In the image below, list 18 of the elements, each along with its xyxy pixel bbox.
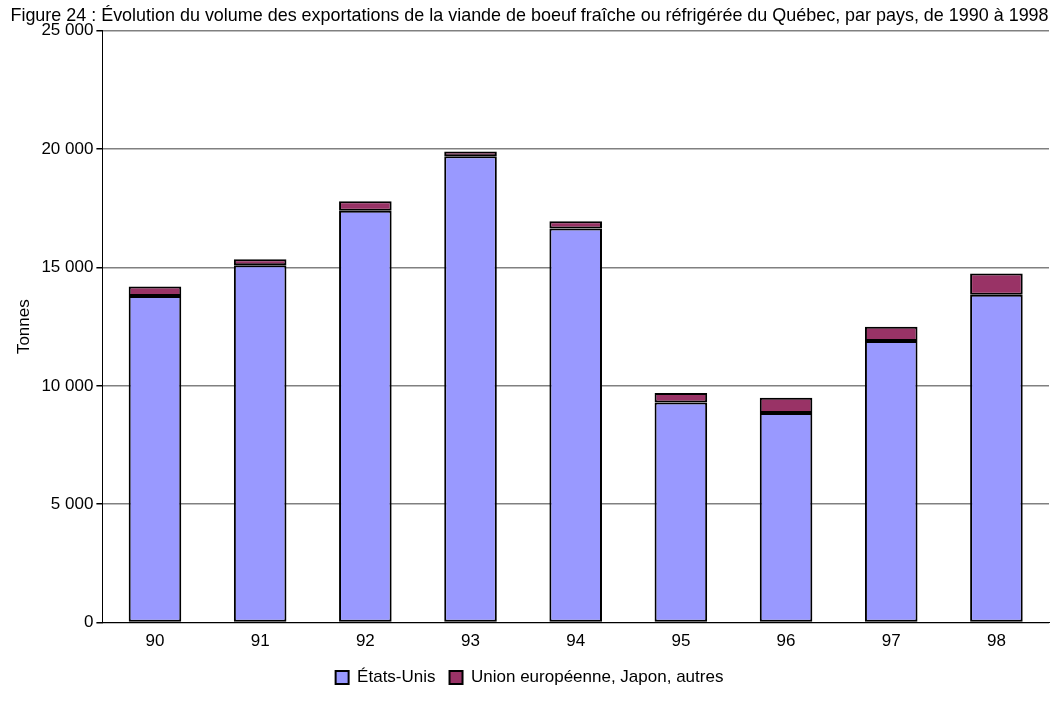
x-tick-label: 96: [776, 631, 796, 651]
x-tick-label: 95: [671, 631, 691, 651]
x-tick-label: 90: [145, 631, 165, 651]
legend-label: États-Unis: [357, 667, 436, 687]
y-tick-label: 15 000: [41, 257, 94, 277]
x-tick-label: 91: [250, 631, 270, 651]
x-tick-label: 98: [986, 631, 1006, 651]
x-tick-label: 94: [566, 631, 586, 651]
y-tick-label: 20 000: [41, 138, 94, 158]
x-tick-label: 93: [461, 631, 480, 651]
y-tick-label: 10 000: [41, 375, 94, 395]
y-tick-label: 25 000: [41, 20, 94, 40]
y-tick-label: 5 000: [50, 493, 94, 513]
x-tick-label: 92: [355, 631, 375, 651]
x-tick-label: 97: [881, 631, 901, 651]
y-tick-label: 0: [83, 612, 94, 632]
legend-label: Union européenne, Japon, autres: [471, 667, 724, 687]
y-axis-title: Tonnes: [13, 299, 33, 355]
